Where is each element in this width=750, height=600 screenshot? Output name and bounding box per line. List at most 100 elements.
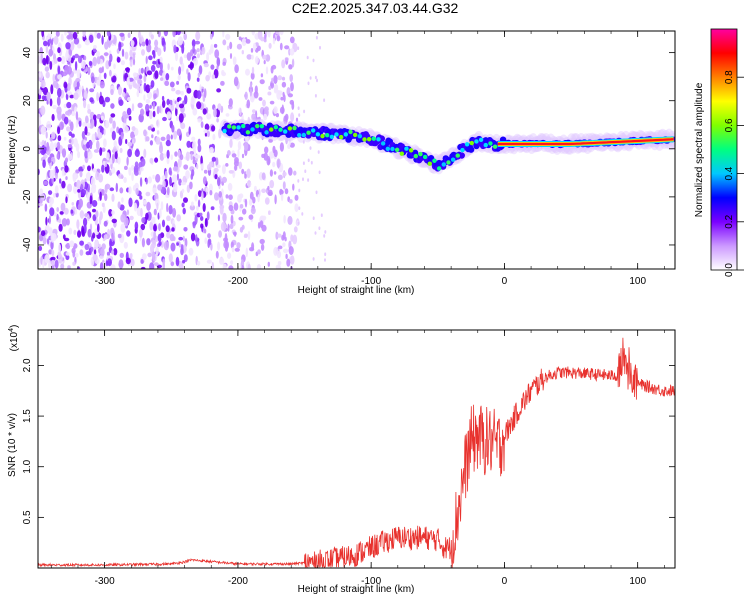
noise-speckle [183,227,188,232]
noise-speckle [45,54,49,65]
noise-speckle [247,180,251,188]
noise-speckle [183,33,187,41]
noise-speckle [194,40,201,45]
noise-speckle [167,63,170,71]
ridge-spot [460,147,465,153]
ridge-spot [227,124,232,129]
noise-speckle [57,74,62,80]
noise-speckle [48,249,53,255]
noise-speckle [307,158,310,163]
noise-speckle [92,208,96,213]
noise-speckle [51,131,56,140]
noise-speckle [155,136,161,145]
noise-speckle [65,242,71,250]
noise-speckle [83,139,87,145]
noise-speckle [76,219,80,230]
noise-speckle [126,76,130,86]
noise-speckle [66,34,72,40]
noise-speckle [116,145,119,151]
noise-speckle [217,103,222,111]
noise-speckle [53,142,58,149]
noise-speckle [264,197,270,205]
noise-speckle [65,196,68,204]
noise-speckle [191,136,196,141]
noise-speckle [105,152,110,161]
noise-speckle [92,214,97,222]
noise-speckle [42,57,47,66]
noise-speckle [84,39,91,46]
noise-speckle [181,62,185,72]
noise-speckle [75,120,79,128]
noise-speckle [128,197,133,208]
colorbar-ticks: 0.0 0.2 0.4 0.6 0.8 [724,70,744,277]
noise-speckle [109,187,115,192]
noise-speckle [146,70,153,76]
noise-speckle [253,91,259,99]
noise-speckle [82,31,86,38]
noise-speckle [93,47,97,53]
noise-speckle [101,202,105,208]
noise-speckle [196,163,199,170]
noise-speckle [259,238,265,245]
colorbar-gradient [710,28,738,271]
noise-speckle [57,251,62,258]
noise-speckle [276,158,281,168]
noise-speckle [220,80,225,86]
noise-speckle [176,128,182,136]
noise-speckle [38,71,42,78]
snr-x-ticks: -300 -200 -100 0 100 [51,330,665,587]
ridge-spot [231,125,237,130]
noise-speckle [281,104,284,115]
noise-speckle [189,181,193,190]
noise-speckle [134,221,139,231]
noise-speckle [141,217,146,224]
noise-speckle [75,111,79,121]
noise-speckle [274,194,277,205]
noise-speckle [241,168,245,175]
noise-speckle [298,206,301,210]
noise-speckle [316,78,318,83]
noise-speckle [38,202,43,207]
noise-speckle [256,264,262,269]
noise-speckle [111,218,118,224]
noise-speckle [45,44,49,54]
noise-speckle [244,198,248,208]
noise-speckle [140,259,144,264]
noise-speckle [98,95,104,105]
noise-speckle [67,91,72,96]
noise-speckle [237,148,240,158]
noise-speckle [289,74,294,83]
snr-frame [37,329,676,569]
noise-speckle [256,45,261,52]
noise-speckle [186,87,192,94]
noise-speckle [67,82,71,92]
noise-speckle [166,231,171,239]
noise-speckle [206,259,212,264]
noise-speckle [56,153,60,160]
noise-speckle [208,183,213,193]
noise-speckle [176,173,179,181]
noise-speckle [150,34,154,40]
snr-x-tick-label-2: -100 [361,576,381,587]
noise-speckle [212,133,216,141]
noise-speckle [309,76,312,80]
noise-speckle [228,170,234,174]
noise-speckle [39,198,43,204]
noise-speckle [159,61,163,72]
noise-speckle [284,57,289,62]
ridge-spot [292,125,297,131]
noise-speckle [257,249,261,255]
noise-speckle [72,250,76,258]
noise-speckle [200,121,204,128]
noise-speckle [57,47,61,54]
noise-speckle [324,252,327,256]
ridge-spot [483,142,488,148]
noise-speckle [275,264,281,269]
noise-speckle [149,262,155,269]
noise-speckle [227,150,231,156]
ridge-spot [357,133,363,139]
noise-speckle [66,101,72,109]
noise-speckle [97,132,103,139]
noise-speckle [190,153,193,161]
noise-speckle [265,66,269,75]
